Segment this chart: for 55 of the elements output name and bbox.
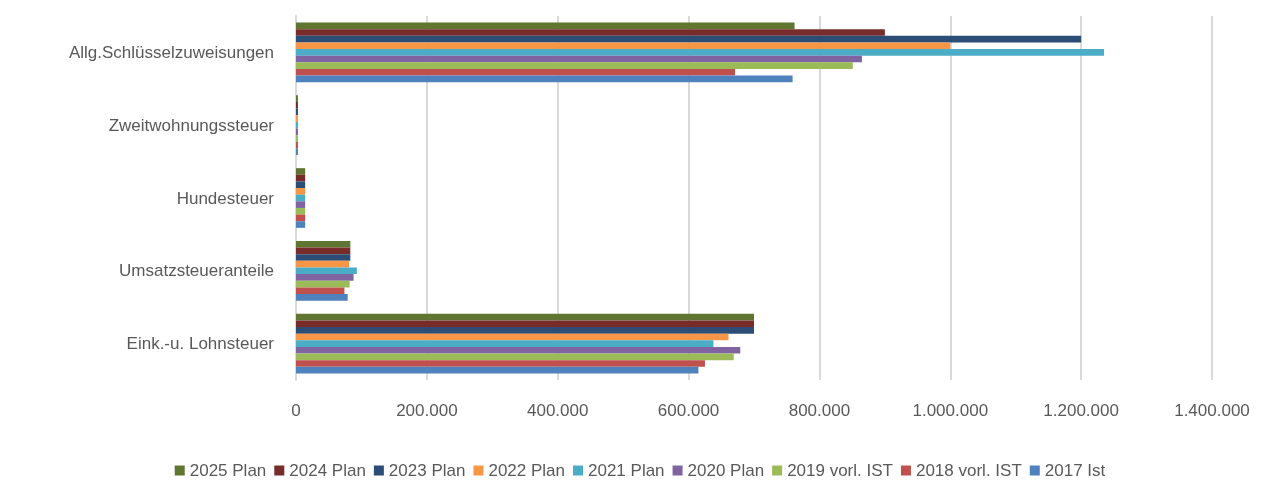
legend-label: 2022 Plan [488, 461, 566, 480]
legend-label: 2025 Plan [189, 461, 267, 480]
y-tick-label: Eink.-u. Lohnsteuer [126, 334, 275, 354]
bar [296, 201, 306, 208]
y-tick-label: Umsatzsteueranteile [119, 261, 274, 281]
bar [296, 68, 736, 76]
bar [296, 340, 714, 347]
bar [296, 274, 354, 281]
bar [296, 188, 306, 195]
bar [296, 42, 951, 50]
bar [296, 313, 754, 321]
x-tick-label: 600.000 [657, 401, 720, 420]
bar [296, 333, 729, 341]
legend-label: 2018 vorl. IST [915, 461, 1022, 480]
bar [296, 247, 351, 255]
bar [296, 35, 1082, 43]
bar [296, 267, 357, 275]
x-tick-label: 200.000 [396, 401, 458, 420]
y-tick-label: Hundesteuer [176, 188, 275, 208]
legend-label: 2017 Ist [1044, 461, 1106, 480]
y-tick-label: Zweitwohnungssteuer [108, 115, 275, 135]
x-tick-label: 0 [291, 401, 301, 420]
x-tick-label: 1.200.000 [1043, 401, 1119, 420]
bar [296, 49, 1105, 56]
legend-label: 2021 Plan [588, 461, 665, 480]
legend-label: 2023 Plan [388, 461, 466, 480]
legend-label: 2019 vorl. IST [787, 461, 893, 480]
bar [296, 366, 699, 374]
bar [296, 22, 795, 30]
bar [296, 320, 754, 328]
bar [296, 55, 862, 63]
x-tick-label: 1.400.000 [1174, 401, 1250, 420]
x-tick-label: 1.000.000 [912, 401, 989, 420]
bar [296, 287, 345, 295]
bar [296, 75, 793, 83]
x-tick-label: 400.000 [526, 401, 589, 420]
bar [296, 221, 306, 228]
bar [296, 327, 754, 334]
x-tick-label: 800.000 [788, 401, 851, 420]
bar [296, 62, 853, 69]
legend-label: 2024 Plan [289, 461, 366, 480]
bar [296, 260, 349, 268]
bar [296, 29, 885, 36]
bar [296, 207, 306, 215]
bar [296, 353, 734, 361]
legend-label: 2020 Plan [687, 461, 765, 480]
bar [296, 346, 741, 354]
bar [296, 168, 306, 175]
bar [296, 181, 306, 189]
bar [296, 280, 350, 288]
y-tick-label: Allg.Schlüsselzuweisungen [68, 42, 274, 62]
bar [296, 360, 705, 367]
bar [296, 294, 348, 301]
bar [296, 254, 351, 261]
bar [296, 240, 351, 248]
